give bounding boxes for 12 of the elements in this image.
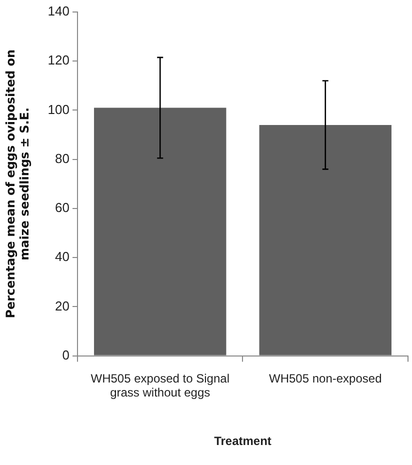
y-tick-label: 60 (55, 200, 70, 216)
y-tick-label: 20 (55, 298, 70, 314)
x-tick-label: WH505 non-exposed (269, 371, 382, 386)
y-tick-label: 140 (48, 4, 70, 19)
x-tick-label: WH505 exposed to Signal grass without eggs (90, 371, 230, 400)
y-tick-label: 120 (48, 52, 70, 68)
y-tick-label: 100 (48, 102, 70, 117)
y-axis-title: Percentage mean of eggs oviposited on maize seedlings ± S.E. (3, 49, 32, 318)
y-tick-label: 0 (62, 347, 70, 362)
x-axis-title: Treatment (214, 434, 272, 448)
y-tick-label: 40 (55, 249, 70, 264)
y-tick-label: 80 (55, 150, 70, 166)
